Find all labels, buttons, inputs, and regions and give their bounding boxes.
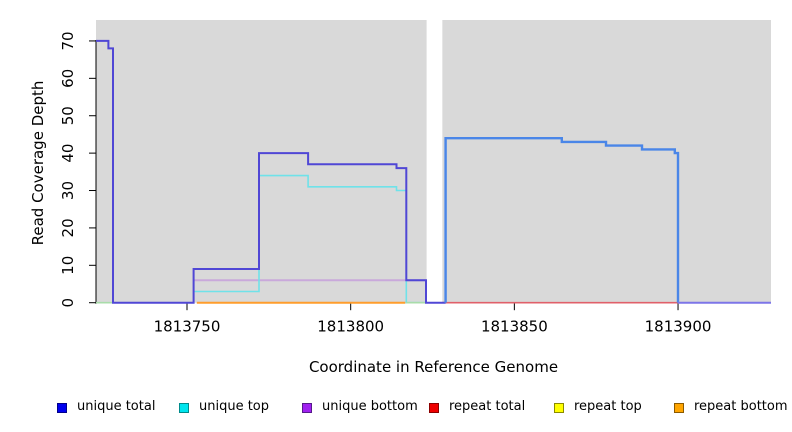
legend-label: repeat total: [449, 399, 526, 414]
x-tick-label: 1813750: [154, 318, 221, 336]
legend-label: repeat top: [574, 399, 642, 414]
legend-label: unique total: [77, 399, 156, 414]
y-tick-label: 0: [59, 298, 77, 308]
coverage-gap-band: [426, 20, 443, 303]
series-unique-total-right: [444, 136, 680, 303]
y-axis-title: Read Coverage Depth: [29, 80, 47, 246]
x-axis-title: Coordinate in Reference Genome: [308, 358, 559, 376]
legend-label: repeat bottom: [694, 399, 788, 414]
legend-swatch-unique-total: [57, 403, 67, 413]
x-tick-label: 1813800: [317, 318, 384, 336]
y-tick-label: 20: [59, 218, 77, 237]
legend: unique total unique top unique bottom repea…: [0, 398, 792, 420]
legend-swatch-repeat-total: [429, 403, 439, 413]
x-tick-label: 1813850: [481, 318, 548, 336]
y-tick-label: 30: [59, 181, 77, 200]
legend-swatch-unique-top: [179, 403, 189, 413]
legend-swatch-repeat-top: [554, 403, 564, 413]
y-tick-label: 60: [59, 69, 77, 88]
y-tick-label: 10: [59, 256, 77, 275]
legend-label: unique bottom: [322, 399, 418, 414]
y-tick-label: 70: [59, 31, 77, 50]
legend-swatch-repeat-bottom: [674, 403, 684, 413]
y-tick-label: 40: [59, 144, 77, 163]
x-tick-label: 1813900: [645, 318, 712, 336]
legend-label: unique top: [199, 399, 270, 414]
series-unique-total-left: [96, 39, 446, 304]
legend-swatch-unique-bottom: [302, 403, 312, 413]
y-tick-label: 50: [59, 106, 77, 125]
